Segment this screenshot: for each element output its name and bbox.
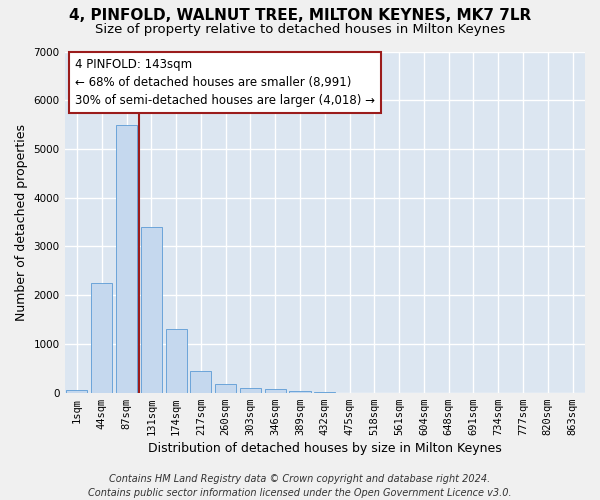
- Text: Contains HM Land Registry data © Crown copyright and database right 2024.
Contai: Contains HM Land Registry data © Crown c…: [88, 474, 512, 498]
- Bar: [289, 391, 311, 392]
- Bar: [240, 388, 261, 392]
- Bar: [116, 124, 137, 392]
- Text: 4 PINFOLD: 143sqm
← 68% of detached houses are smaller (8,991)
30% of semi-detac: 4 PINFOLD: 143sqm ← 68% of detached hous…: [75, 58, 375, 108]
- Y-axis label: Number of detached properties: Number of detached properties: [15, 124, 28, 320]
- X-axis label: Distribution of detached houses by size in Milton Keynes: Distribution of detached houses by size …: [148, 442, 502, 455]
- Bar: [141, 227, 162, 392]
- Text: 4, PINFOLD, WALNUT TREE, MILTON KEYNES, MK7 7LR: 4, PINFOLD, WALNUT TREE, MILTON KEYNES, …: [69, 8, 531, 22]
- Bar: [91, 283, 112, 393]
- Text: Size of property relative to detached houses in Milton Keynes: Size of property relative to detached ho…: [95, 22, 505, 36]
- Bar: [265, 389, 286, 392]
- Bar: [166, 330, 187, 392]
- Bar: [215, 384, 236, 392]
- Bar: [67, 390, 88, 392]
- Bar: [190, 371, 211, 392]
